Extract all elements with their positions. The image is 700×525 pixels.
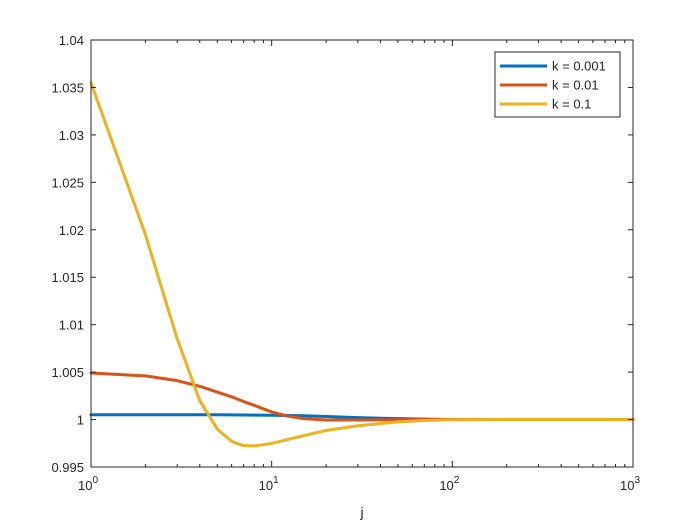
x-tick-labels: 100 101 102 103: [78, 475, 640, 493]
series-layer: [89, 81, 635, 448]
y-tick-label: 1.035: [51, 80, 84, 95]
y-tick-label: 1.015: [51, 270, 84, 285]
x-tick-label-exponent: 2: [454, 475, 460, 486]
series-line-3: [89, 81, 635, 448]
y-tick-label: 1.025: [51, 175, 84, 190]
x-tick-label: 101: [259, 475, 279, 493]
y-tick-labels: 0.995 1 1.005 1.01 1.015 1.02 1.025 1.03 1.035 1.…: [51, 33, 84, 475]
x-tick-label-base: 10: [620, 478, 634, 493]
x-tick-label: 103: [620, 475, 640, 493]
x-tick-label: 100: [78, 475, 98, 493]
y-tick-label: 1: [77, 413, 84, 428]
x-tick-label-exponent: 1: [273, 475, 279, 486]
y-tick-label: 1.01: [59, 318, 84, 333]
y-tick-label: 1.03: [59, 128, 84, 143]
x-tick-label-exponent: 3: [634, 475, 640, 486]
x-tick-label-base: 10: [259, 478, 273, 493]
legend-items: k = 0.001 k = 0.01 k = 0.1: [500, 59, 606, 112]
x-tick-label-base: 10: [439, 478, 453, 493]
x-tick-label-exponent: 0: [92, 475, 98, 486]
x-tick-label: 102: [439, 475, 459, 493]
legend: k = 0.001 k = 0.01 k = 0.1: [494, 51, 621, 118]
legend-label: k = 0.01: [552, 78, 599, 93]
y-tick-label: 1.02: [59, 223, 84, 238]
y-tick-label: 0.995: [51, 460, 84, 475]
axes-box: [90, 39, 634, 468]
legend-label: k = 0.1: [552, 97, 591, 112]
y-tick-label: 1.005: [51, 365, 84, 380]
x-tick-label-base: 10: [78, 478, 92, 493]
x-axis-label: j: [359, 504, 363, 520]
y-tick-label: 1.04: [59, 33, 84, 48]
legend-label: k = 0.001: [552, 59, 606, 74]
tick-layer: [90, 39, 634, 468]
